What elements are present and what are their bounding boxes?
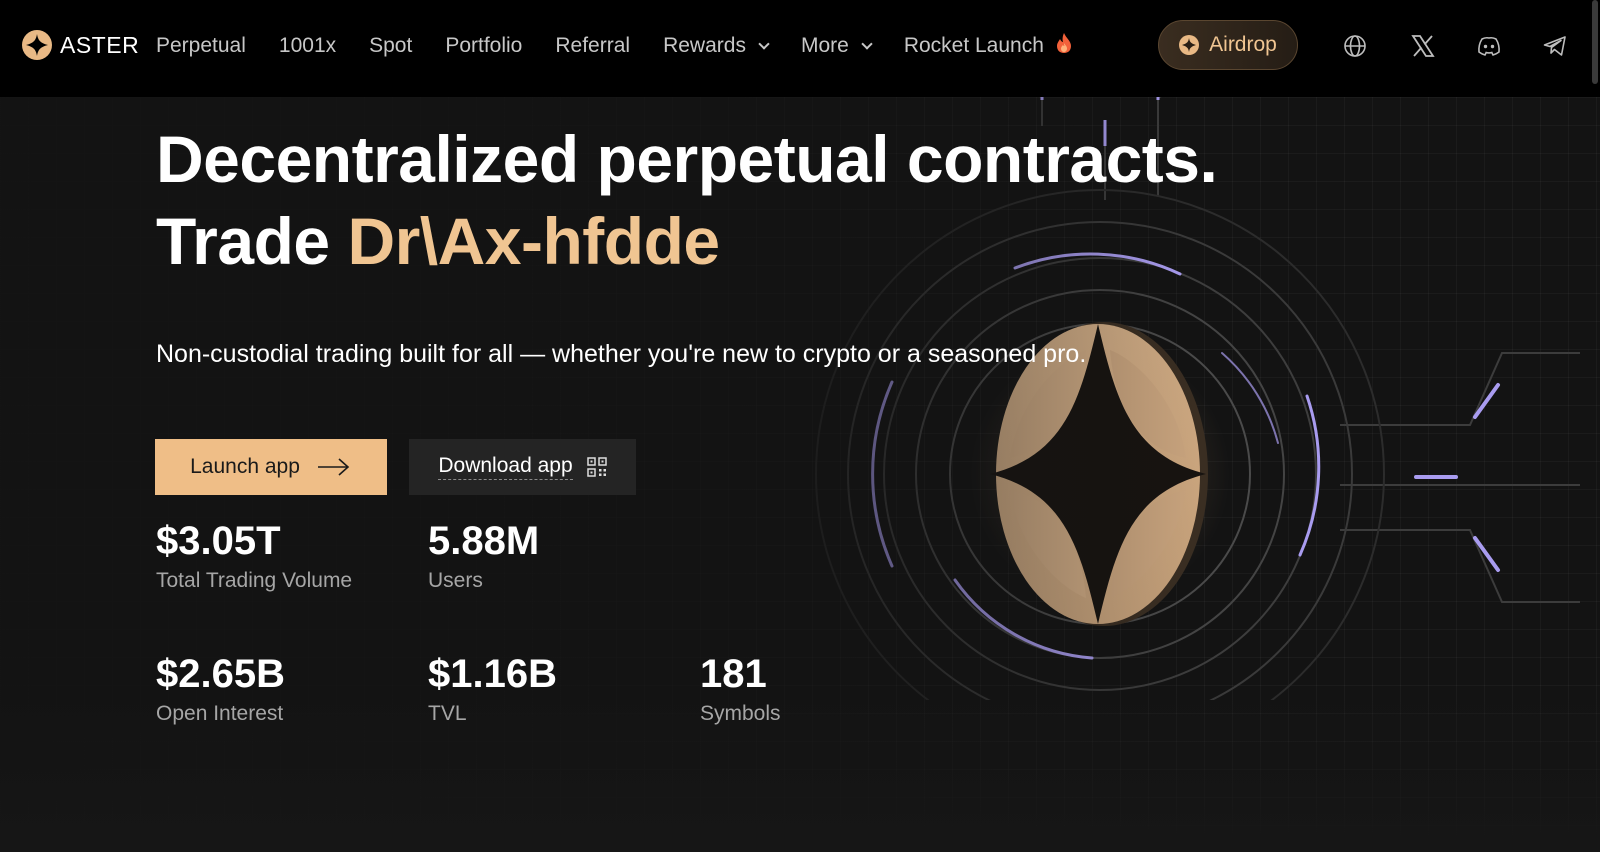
airdrop-label: Airdrop: [1209, 33, 1277, 56]
stat-tvl: $1.16B TVL: [428, 650, 557, 728]
nav-link-rocket-launch-label: Rocket Launch: [903, 34, 1044, 57]
flame-icon: [1056, 32, 1072, 60]
nav-link-rewards[interactable]: Rewards: [663, 34, 770, 58]
stat-value: 5.88M: [428, 519, 540, 563]
nav-link-rewards-label: Rewards: [663, 34, 746, 57]
stat-total-volume: $3.05T Total Trading Volume: [156, 517, 352, 595]
x-icon[interactable]: [1410, 33, 1436, 59]
background-bottom-fade: [0, 690, 1600, 852]
launch-app-label: Launch app: [190, 455, 300, 478]
hero-title-line-2: Trade Dr\Ax-hfdde: [156, 200, 1356, 282]
airdrop-button[interactable]: Airdrop: [1158, 20, 1298, 70]
stat-label: Symbols: [700, 702, 781, 725]
nav-link-more-label: More: [800, 34, 849, 57]
scrollbar[interactable]: [1592, 0, 1598, 84]
stat-label: Users: [428, 569, 483, 592]
stat-value: $3.05T: [156, 519, 281, 563]
nav-link-perpetual[interactable]: Perpetual: [156, 34, 246, 57]
brand-name: ASTER: [60, 31, 140, 58]
stat-users: 5.88M Users: [428, 517, 539, 595]
nav-link-rocket-launch[interactable]: Rocket Launch: [904, 32, 1072, 60]
nav-link-portfolio[interactable]: Portfolio: [445, 34, 523, 57]
stat-label: TVL: [428, 702, 467, 725]
stat-value: $1.16B: [428, 652, 557, 696]
stat-value: $2.65B: [156, 652, 285, 696]
chevron-down-icon: [861, 37, 873, 50]
top-nav: ASTER Perpetual 1001x Spot Portfolio Ref…: [0, 0, 1600, 97]
launch-app-button[interactable]: Launch app: [155, 439, 387, 495]
stat-label: Total Trading Volume: [156, 569, 353, 592]
brand[interactable]: ASTER: [22, 30, 139, 60]
arrow-right-icon: [317, 458, 350, 476]
aster-coin-icon: [1179, 35, 1200, 55]
hero-subtitle: Non-custodial trading built for all — wh…: [156, 340, 1087, 368]
stat-symbols: 181 Symbols: [700, 650, 781, 728]
globe-icon[interactable]: [1342, 33, 1368, 59]
nav-link-spot[interactable]: Spot: [369, 34, 413, 57]
stat-open-interest: $2.65B Open Interest: [156, 650, 285, 728]
stat-label: Open Interest: [156, 702, 284, 725]
download-app-label: Download app: [438, 454, 573, 480]
hero-title-prefix: Trade: [156, 204, 348, 278]
nav-link-1001x[interactable]: 1001x: [278, 34, 337, 57]
aster-logo-icon: [22, 30, 52, 60]
nav-links: Perpetual 1001x Spot Portfolio Referral …: [156, 32, 1105, 60]
download-app-button[interactable]: Download app: [409, 439, 636, 495]
telegram-icon[interactable]: [1542, 33, 1568, 59]
hero-title-line-1: Decentralized perpetual contracts.: [156, 122, 1218, 196]
nav-link-referral[interactable]: Referral: [555, 34, 631, 57]
qr-code-icon: [586, 457, 607, 477]
nav-link-more[interactable]: More: [800, 34, 873, 58]
hero-title-accent: Dr\Ax-hfdde: [347, 204, 720, 278]
stat-value: 181: [700, 652, 767, 696]
discord-icon[interactable]: [1476, 33, 1502, 59]
chevron-down-icon: [758, 37, 770, 50]
hero-title: Decentralized perpetual contracts. Trade…: [156, 118, 1356, 282]
